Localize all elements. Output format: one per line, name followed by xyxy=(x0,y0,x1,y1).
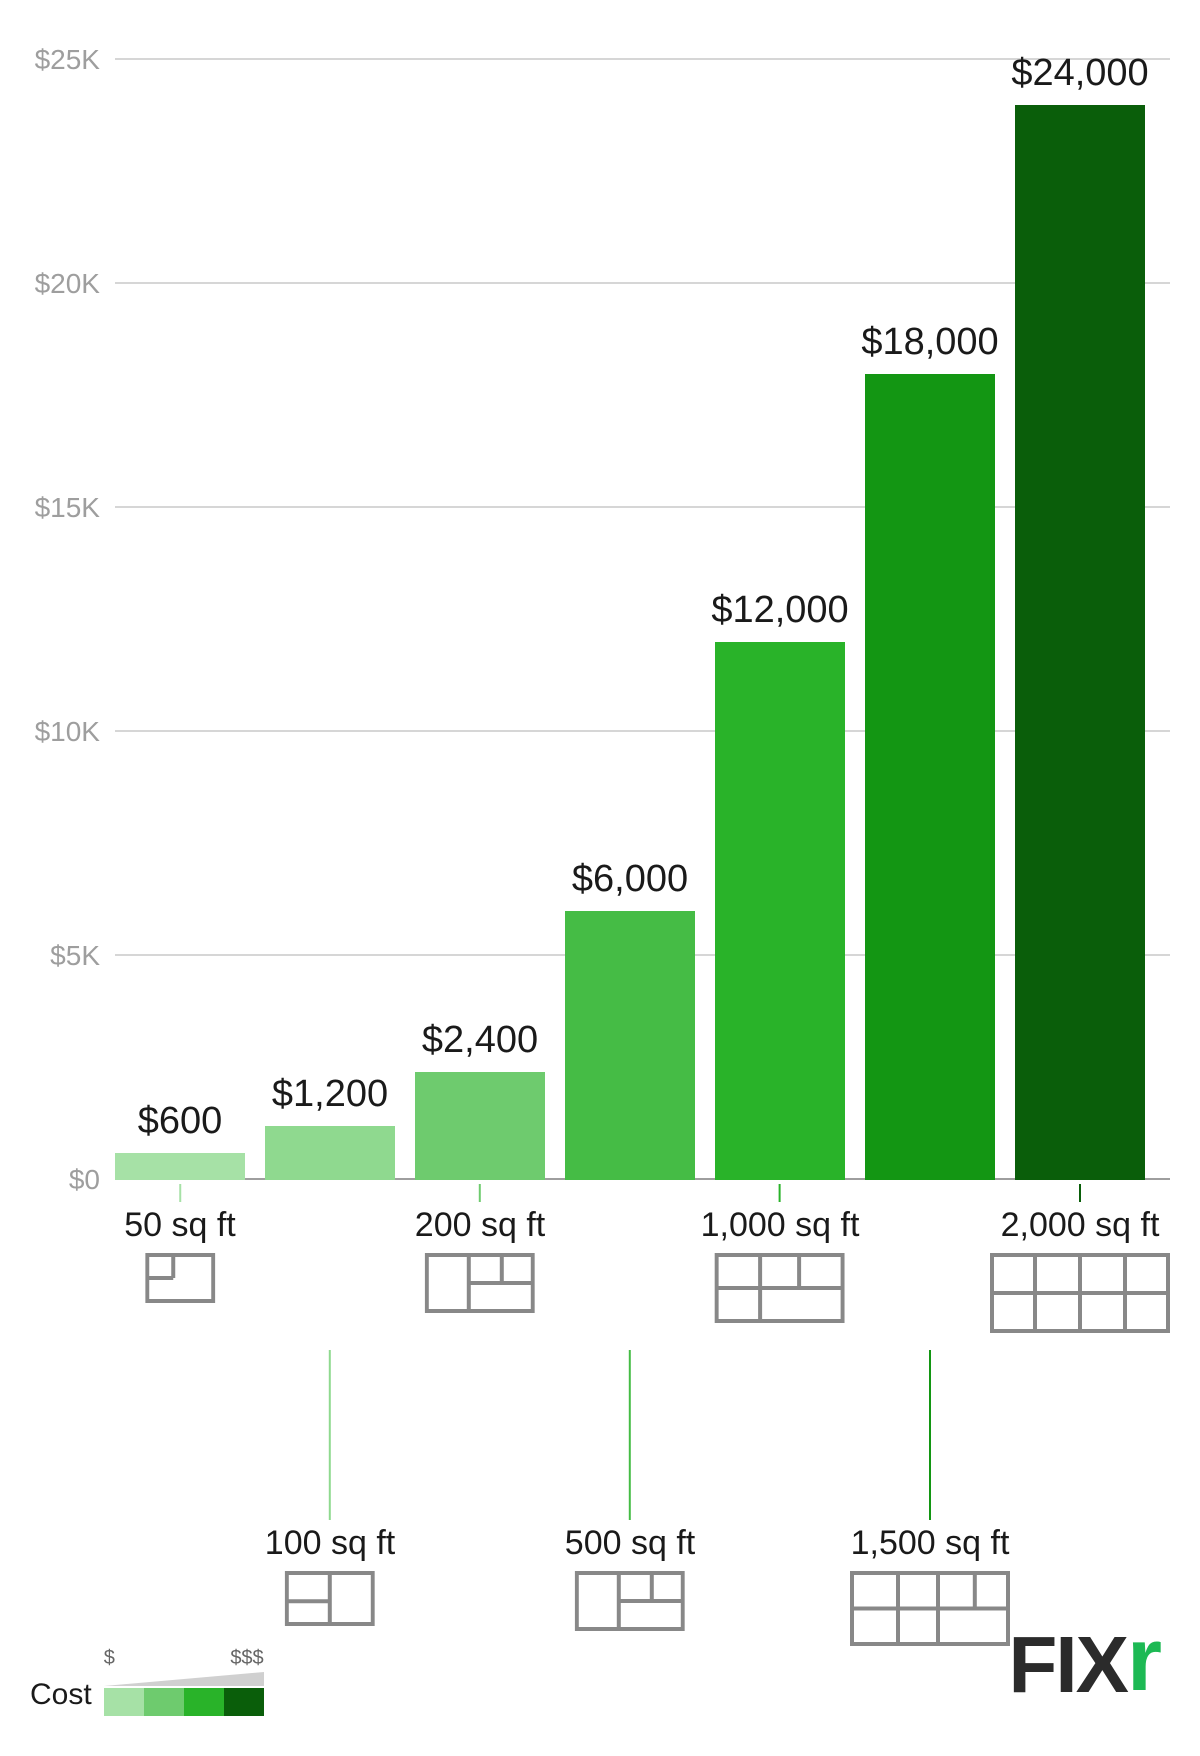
legend-dollar-row: $ $$$ xyxy=(104,1647,264,1670)
legend-swatch xyxy=(144,1688,184,1716)
floorplan-icon xyxy=(701,1253,860,1323)
floorplan-icon xyxy=(565,1571,695,1631)
bar: $18,000 xyxy=(865,374,995,1180)
gridline xyxy=(115,730,1170,732)
y-tick-label: $25K xyxy=(35,44,100,76)
legend-swatch xyxy=(184,1688,224,1716)
x-tick xyxy=(929,1350,931,1520)
bar: $1,200 xyxy=(265,1126,395,1180)
floorplan-icon xyxy=(124,1253,236,1303)
x-tick xyxy=(479,1184,481,1202)
floorplan-icon xyxy=(265,1571,395,1626)
legend: Cost $ $$$ xyxy=(30,1647,264,1716)
legend-high: $$$ xyxy=(230,1647,263,1670)
fixr-logo: FIXr xyxy=(1009,1613,1160,1716)
y-axis: $0$5K$10K$15K$20K$25K xyxy=(30,60,110,1240)
legend-label: Cost xyxy=(30,1678,92,1712)
y-tick-label: $0 xyxy=(69,1164,100,1196)
gridline xyxy=(115,506,1170,508)
x-tick xyxy=(1079,1184,1081,1202)
bar-value-label: $12,000 xyxy=(711,589,848,632)
x-label-group: 100 sq ft xyxy=(265,1350,395,1626)
y-tick-label: $5K xyxy=(50,940,100,972)
bar-value-label: $600 xyxy=(138,1100,223,1143)
bar-value-label: $6,000 xyxy=(572,858,688,901)
bar: $6,000 xyxy=(565,911,695,1180)
floorplan-icon xyxy=(990,1253,1170,1333)
bar-value-label: $2,400 xyxy=(422,1019,538,1062)
chart-container: $0$5K$10K$15K$20K$25K $600$1,200$2,400$6… xyxy=(30,60,1170,1240)
x-category-label: 200 sq ft xyxy=(415,1206,545,1245)
plot-area: $600$1,200$2,400$6,000$12,000$18,000$24,… xyxy=(115,60,1170,1180)
x-category-label: 1,500 sq ft xyxy=(850,1524,1010,1563)
y-tick-label: $20K xyxy=(35,268,100,300)
x-label-group: 1,000 sq ft xyxy=(701,1184,860,1323)
x-label-group: 200 sq ft xyxy=(415,1184,545,1313)
x-label-group: 2,000 sq ft xyxy=(990,1184,1170,1333)
bar: $600 xyxy=(115,1153,245,1180)
x-label-group: 50 sq ft xyxy=(124,1184,236,1303)
legend-swatch xyxy=(224,1688,264,1716)
floorplan-icon xyxy=(850,1571,1010,1646)
bar-value-label: $18,000 xyxy=(861,321,998,364)
x-tick xyxy=(629,1350,631,1520)
x-tick xyxy=(329,1350,331,1520)
legend-triangle-icon xyxy=(104,1672,264,1686)
bar: $2,400 xyxy=(415,1072,545,1180)
floorplan-icon xyxy=(415,1253,545,1313)
x-category-label: 1,000 sq ft xyxy=(701,1206,860,1245)
bar: $24,000 xyxy=(1015,105,1145,1180)
bar-value-label: $24,000 xyxy=(1011,52,1148,95)
x-category-label: 100 sq ft xyxy=(265,1524,395,1563)
logo-main: FIX xyxy=(1009,1619,1127,1711)
gridline xyxy=(115,282,1170,284)
x-category-label: 500 sq ft xyxy=(565,1524,695,1563)
x-tick xyxy=(779,1184,781,1202)
x-label-group: 1,500 sq ft xyxy=(850,1350,1010,1646)
legend-swatch xyxy=(104,1688,144,1716)
x-tick xyxy=(179,1184,181,1202)
x-category-label: 2,000 sq ft xyxy=(990,1206,1170,1245)
bar: $12,000 xyxy=(715,642,845,1180)
y-tick-label: $15K xyxy=(35,492,100,524)
legend-low: $ xyxy=(104,1647,115,1670)
x-category-label: 50 sq ft xyxy=(124,1206,236,1245)
y-tick-label: $10K xyxy=(35,716,100,748)
legend-gradient-wrap: $ $$$ xyxy=(104,1647,264,1716)
x-label-group: 500 sq ft xyxy=(565,1350,695,1631)
logo-accent: r xyxy=(1127,1609,1160,1712)
legend-gradient xyxy=(104,1688,264,1716)
bar-value-label: $1,200 xyxy=(272,1073,388,1116)
